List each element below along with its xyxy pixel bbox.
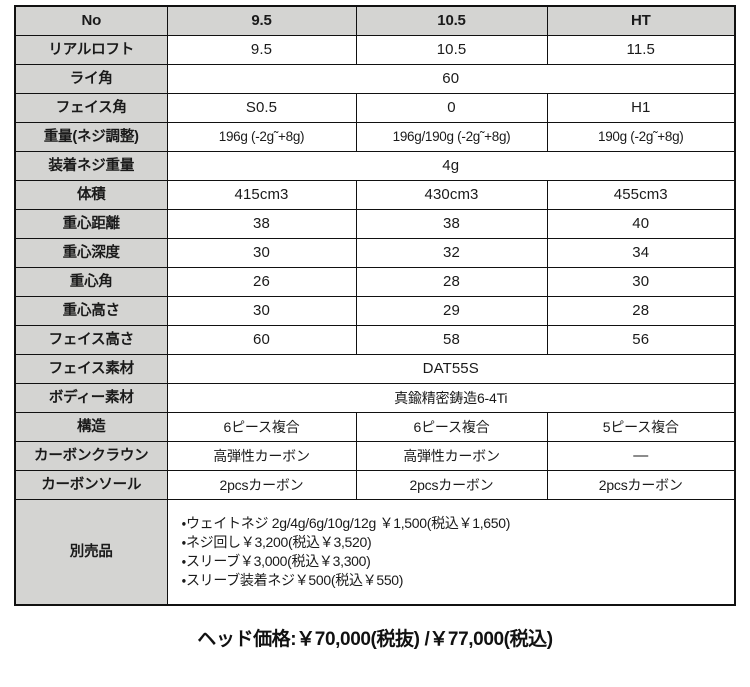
cell-lie-angle-all: 60 (166, 64, 736, 94)
row-label-face-material: フェイス素材 (14, 354, 168, 384)
table-header-row: No 9.5 10.5 HT (14, 5, 736, 36)
cell-volume-10-5: 430cm3 (355, 180, 548, 210)
cell-face-material-all: DAT55S (166, 354, 736, 384)
table-row: カーボンクラウン 高弾性カーボン 高弾性カーボン — (14, 441, 736, 471)
table-row: 重量(ネジ調整) 196g (-2g˜+8g) 196g/190g (-2g˜+… (14, 122, 736, 152)
cell-cg-distance-ht: 40 (546, 209, 736, 239)
cell-carbon-crown-9-5: 高弾性カーボン (166, 441, 357, 471)
row-label-installed-screw-weight: 装着ネジ重量 (14, 151, 168, 181)
table-row: 装着ネジ重量 4g (14, 151, 736, 181)
spec-table-container: No 9.5 10.5 HT リアルロフト 9.5 10.5 11.5 ライ角 … (14, 5, 736, 606)
cell-face-angle-10-5: 0 (355, 93, 548, 123)
table-row: フェイス素材 DAT55S (14, 354, 736, 384)
cell-face-height-10-5: 58 (355, 325, 548, 355)
row-label-carbon-crown: カーボンクラウン (14, 441, 168, 471)
cell-installed-screw-weight-all: 4g (166, 151, 736, 181)
cell-cg-height-9-5: 30 (166, 296, 357, 326)
row-label-optional-parts: 別売品 (14, 499, 168, 606)
table-row: 重心高さ 30 29 28 (14, 296, 736, 326)
table-row-optional-parts: 別売品 ・ウェイトネジ 2g/4g/6g/10g/12g ￥1,500(税込￥1… (14, 499, 736, 606)
table-row: ライ角 60 (14, 64, 736, 94)
cell-volume-ht: 455cm3 (546, 180, 736, 210)
cell-cg-angle-9-5: 26 (166, 267, 357, 297)
cell-weight-10-5: 196g/190g (-2g˜+8g) (355, 122, 548, 152)
row-label-volume: 体積 (14, 180, 168, 210)
cell-cg-depth-ht: 34 (546, 238, 736, 268)
spec-table-header: No 9.5 10.5 HT (14, 5, 736, 36)
list-item: ・スリーブ￥3,000(税込￥3,300) (181, 553, 371, 569)
cell-face-angle-9-5: S0.5 (166, 93, 357, 123)
cell-weight-ht: 190g (-2g˜+8g) (546, 122, 736, 152)
cell-cg-height-10-5: 29 (355, 296, 548, 326)
row-label-cg-height: 重心高さ (14, 296, 168, 326)
cell-face-angle-ht: H1 (546, 93, 736, 123)
list-item: ・スリーブ装着ネジ￥500(税込￥550) (181, 571, 404, 588)
cell-real-loft-ht: 11.5 (546, 35, 736, 65)
row-label-cg-depth: 重心深度 (14, 238, 168, 268)
cell-cg-distance-10-5: 38 (355, 209, 548, 239)
column-header-9-5: 9.5 (166, 5, 357, 36)
cell-construction-ht: 5ピース複合 (546, 412, 736, 442)
cell-real-loft-10-5: 10.5 (355, 35, 548, 65)
cell-cg-depth-10-5: 32 (355, 238, 548, 268)
head-price-text: ヘッド価格:￥70,000(税抜) /￥77,000(税込) (197, 629, 553, 650)
spec-table: No 9.5 10.5 HT リアルロフト 9.5 10.5 11.5 ライ角 … (14, 5, 736, 606)
row-label-body-material: ボディー素材 (14, 383, 168, 413)
cell-cg-angle-10-5: 28 (355, 267, 548, 297)
optional-parts-list: ・ウェイトネジ 2g/4g/6g/10g/12g ￥1,500(税込￥1,650… (182, 514, 727, 590)
cell-carbon-crown-ht: — (546, 441, 736, 471)
row-label-real-loft: リアルロフト (14, 35, 168, 65)
cell-cg-height-ht: 28 (546, 296, 736, 326)
table-row: リアルロフト 9.5 10.5 11.5 (14, 35, 736, 65)
row-label-cg-angle: 重心角 (14, 267, 168, 297)
column-header-ht: HT (546, 5, 736, 36)
cell-carbon-sole-10-5: 2pcsカーボン (355, 470, 548, 500)
table-row: ボディー素材 真鍮精密鋳造6-4Ti (14, 383, 736, 413)
table-row: 重心角 26 28 30 (14, 267, 736, 297)
cell-carbon-sole-ht: 2pcsカーボン (546, 470, 736, 500)
list-item: ・ネジ回し￥3,200(税込￥3,520) (181, 534, 372, 551)
row-label-weight-screw-adjust: 重量(ネジ調整) (14, 122, 168, 152)
cell-body-material-all: 真鍮精密鋳造6-4Ti (166, 383, 736, 413)
cell-carbon-sole-9-5: 2pcsカーボン (166, 470, 357, 500)
table-row: 構造 6ピース複合 6ピース複合 5ピース複合 (14, 412, 736, 442)
table-row: フェイス角 S0.5 0 H1 (14, 93, 736, 123)
table-row: 体積 415cm3 430cm3 455cm3 (14, 180, 736, 210)
cell-face-height-9-5: 60 (166, 325, 357, 355)
row-label-carbon-sole: カーボンソール (14, 470, 168, 500)
cell-cg-distance-9-5: 38 (166, 209, 357, 239)
table-row: 重心深度 30 32 34 (14, 238, 736, 268)
cell-cg-angle-ht: 30 (546, 267, 736, 297)
cell-volume-9-5: 415cm3 (166, 180, 357, 210)
cell-carbon-crown-10-5: 高弾性カーボン (355, 441, 548, 471)
table-row: カーボンソール 2pcsカーボン 2pcsカーボン 2pcsカーボン (14, 470, 736, 500)
spec-table-body: リアルロフト 9.5 10.5 11.5 ライ角 60 フェイス角 S0.5 0… (14, 35, 736, 606)
column-header-10-5: 10.5 (355, 5, 548, 36)
row-label-cg-distance: 重心距離 (14, 209, 168, 239)
table-row: 重心距離 38 38 40 (14, 209, 736, 239)
cell-real-loft-9-5: 9.5 (166, 35, 357, 65)
row-label-face-height: フェイス高さ (14, 325, 168, 355)
list-item: ・ウェイトネジ 2g/4g/6g/10g/12g ￥1,500(税込￥1,650… (181, 515, 511, 532)
cell-construction-9-5: 6ピース複合 (166, 412, 357, 442)
cell-optional-parts-list: ・ウェイトネジ 2g/4g/6g/10g/12g ￥1,500(税込￥1,650… (166, 499, 736, 606)
cell-face-height-ht: 56 (546, 325, 736, 355)
cell-construction-10-5: 6ピース複合 (355, 412, 548, 442)
row-label-construction: 構造 (14, 412, 168, 442)
column-header-no: No (14, 5, 168, 36)
cell-cg-depth-9-5: 30 (166, 238, 357, 268)
table-row: フェイス高さ 60 58 56 (14, 325, 736, 355)
row-label-face-angle: フェイス角 (14, 93, 168, 123)
cell-weight-9-5: 196g (-2g˜+8g) (166, 122, 357, 152)
row-label-lie-angle: ライ角 (14, 64, 168, 94)
